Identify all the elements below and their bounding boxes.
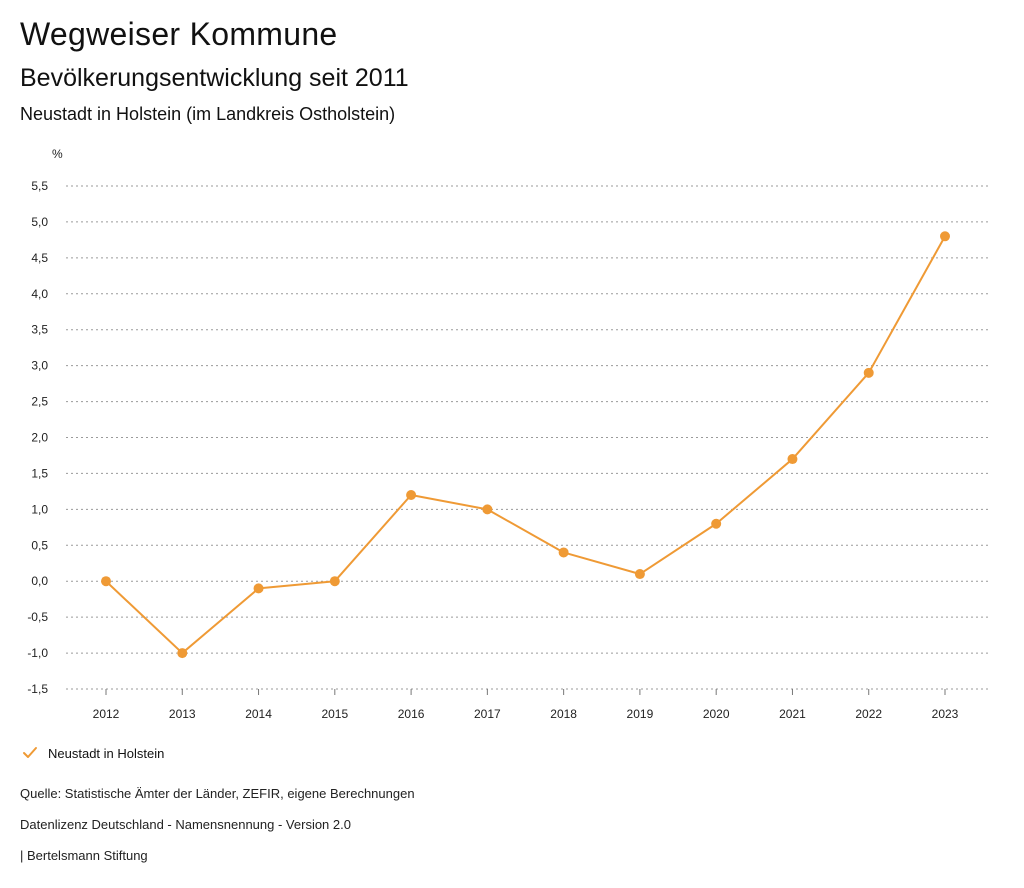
series-line: [105, 235, 946, 655]
y-tick-label: 2,5: [31, 395, 48, 409]
grid-lines: [66, 185, 990, 690]
y-tick-label: -1,5: [27, 682, 48, 696]
x-tick-label: 2014: [245, 707, 272, 721]
x-tick-label: 2016: [398, 707, 425, 721]
data-point[interactable]: [177, 648, 188, 659]
x-tick-label: 2021: [779, 707, 806, 721]
y-tick-label: 1,0: [31, 502, 48, 516]
line-chart: % 5,5 5,0 4,5 4,0 3,5 3,0 2,5 2,0 1,5 1,0 0,5 0,0 -0…: [27, 147, 990, 721]
x-tick-label: 2018: [550, 707, 577, 721]
data-point[interactable]: [863, 367, 874, 378]
y-tick-label: 1,5: [31, 466, 48, 480]
x-tick-label: 2012: [93, 707, 120, 721]
y-tick-label: 0,5: [31, 538, 48, 552]
data-point[interactable]: [787, 454, 798, 465]
x-tick-label: 2017: [474, 707, 501, 721]
chart-title: Wegweiser Kommune: [20, 16, 338, 52]
data-point[interactable]: [482, 504, 493, 515]
data-point[interactable]: [101, 576, 111, 587]
y-tick-label: 3,5: [31, 323, 48, 337]
data-point[interactable]: [253, 583, 264, 594]
y-tick-label: 5,5: [31, 179, 48, 193]
y-axis-ticks: 5,5 5,0 4,5 4,0 3,5 3,0 2,5 2,0 1,5 1,0 0,5 0,0 -0,5…: [27, 179, 48, 696]
y-tick-label: 4,5: [31, 251, 48, 265]
y-tick-label: -0,5: [27, 610, 48, 624]
y-tick-label: 0,0: [31, 574, 48, 588]
license-note: Datenlizenz Deutschland - Namensnennung …: [20, 817, 351, 832]
source-note: Quelle: Statistische Ämter der Länder, Z…: [20, 786, 415, 801]
y-tick-label: 3,0: [31, 359, 48, 373]
y-tick-label: -1,0: [27, 646, 48, 660]
legend-item-neustadt[interactable]: Neustadt in Holstein: [22, 745, 164, 761]
x-tick-label: 2019: [627, 707, 654, 721]
region-label: Neustadt in Holstein (im Landkreis Ostho…: [20, 104, 396, 124]
data-point[interactable]: [940, 231, 950, 242]
y-tick-label: 5,0: [31, 215, 48, 229]
data-point[interactable]: [406, 489, 417, 500]
check-icon: [23, 747, 37, 758]
x-tick-label: 2023: [932, 707, 959, 721]
x-tick-label: 2013: [169, 707, 196, 721]
x-axis-ticks: 2012 2013 2014 2015 2016 2017 2018 2019 2020 2021…: [93, 689, 959, 721]
y-tick-label: 2,0: [31, 431, 48, 445]
x-tick-label: 2022: [855, 707, 882, 721]
legend-label: Neustadt in Holstein: [48, 745, 165, 761]
x-tick-label: 2015: [321, 707, 348, 721]
data-point[interactable]: [558, 547, 569, 558]
series-layer: [101, 231, 950, 659]
publisher-note: | Bertelsmann Stiftung: [20, 848, 148, 863]
chart-subtitle: Bevölkerungsentwicklung seit 2011: [20, 64, 409, 92]
data-point[interactable]: [329, 576, 340, 587]
data-point[interactable]: [634, 569, 645, 580]
y-axis-unit: %: [52, 147, 63, 161]
data-point[interactable]: [711, 518, 722, 529]
y-tick-label: 4,0: [31, 287, 48, 301]
x-tick-label: 2020: [703, 707, 730, 721]
